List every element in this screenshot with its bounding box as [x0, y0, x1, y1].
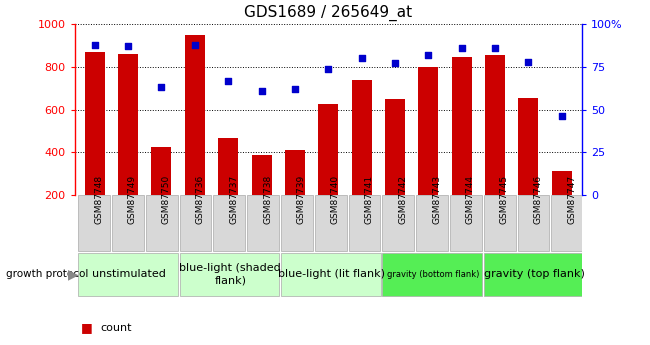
Point: [456, 45, 467, 51]
Bar: [84, 52, 105, 238]
Text: GSM87741: GSM87741: [365, 175, 373, 224]
Point: [356, 56, 367, 61]
Text: GSM87749: GSM87749: [128, 175, 136, 224]
Point: [190, 42, 200, 47]
Bar: [352, 80, 372, 238]
Text: GSM87747: GSM87747: [567, 175, 576, 224]
FancyBboxPatch shape: [146, 196, 177, 251]
FancyBboxPatch shape: [348, 196, 380, 251]
Title: GDS1689 / 265649_at: GDS1689 / 265649_at: [244, 5, 412, 21]
FancyBboxPatch shape: [281, 253, 381, 296]
Point: [423, 52, 434, 58]
FancyBboxPatch shape: [484, 196, 515, 251]
Text: blue-light (shaded
flank): blue-light (shaded flank): [179, 264, 281, 285]
FancyBboxPatch shape: [78, 196, 110, 251]
Text: GSM87743: GSM87743: [432, 175, 441, 224]
Bar: [285, 150, 305, 238]
Text: gravity (top flank): gravity (top flank): [484, 269, 585, 279]
Text: unstimulated: unstimulated: [92, 269, 166, 279]
Bar: [252, 156, 272, 238]
Text: GSM87739: GSM87739: [297, 175, 306, 224]
Point: [256, 88, 266, 93]
FancyBboxPatch shape: [213, 196, 245, 251]
FancyBboxPatch shape: [551, 196, 583, 251]
Point: [223, 78, 233, 83]
Point: [390, 61, 400, 66]
Text: GSM87746: GSM87746: [534, 175, 542, 224]
FancyBboxPatch shape: [450, 196, 482, 251]
Bar: [518, 98, 538, 238]
FancyBboxPatch shape: [382, 196, 414, 251]
Text: count: count: [101, 323, 132, 333]
Point: [90, 42, 100, 47]
Text: gravity (bottom flank): gravity (bottom flank): [387, 270, 479, 279]
Text: GSM87748: GSM87748: [94, 175, 103, 224]
Bar: [151, 147, 172, 238]
Point: [290, 86, 300, 92]
Bar: [118, 54, 138, 238]
Bar: [385, 99, 405, 238]
Text: GSM87738: GSM87738: [263, 175, 272, 224]
FancyBboxPatch shape: [281, 196, 313, 251]
Text: ■: ■: [81, 321, 93, 334]
Bar: [552, 171, 572, 238]
Text: growth protocol: growth protocol: [6, 269, 89, 279]
Point: [556, 114, 567, 119]
Point: [123, 43, 133, 49]
Bar: [218, 138, 238, 238]
Bar: [318, 104, 338, 238]
Point: [323, 66, 333, 71]
FancyBboxPatch shape: [517, 196, 549, 251]
Point: [490, 45, 501, 51]
FancyBboxPatch shape: [78, 253, 178, 296]
FancyBboxPatch shape: [112, 196, 144, 251]
FancyBboxPatch shape: [315, 196, 346, 251]
FancyBboxPatch shape: [179, 196, 211, 251]
Bar: [419, 67, 438, 238]
Text: GSM87750: GSM87750: [162, 175, 170, 224]
Text: GSM87745: GSM87745: [500, 175, 508, 224]
Point: [523, 59, 534, 65]
FancyBboxPatch shape: [484, 253, 584, 296]
Text: GSM87742: GSM87742: [398, 175, 407, 224]
FancyBboxPatch shape: [247, 196, 279, 251]
FancyBboxPatch shape: [179, 253, 280, 296]
FancyBboxPatch shape: [416, 196, 448, 251]
Text: blue-light (lit flank): blue-light (lit flank): [278, 269, 385, 279]
Text: GSM87737: GSM87737: [229, 175, 238, 224]
Bar: [185, 35, 205, 238]
Bar: [452, 57, 472, 238]
Text: ▶: ▶: [68, 267, 79, 281]
Text: GSM87740: GSM87740: [331, 175, 339, 224]
FancyBboxPatch shape: [382, 253, 482, 296]
Point: [156, 85, 166, 90]
Text: GSM87736: GSM87736: [196, 175, 204, 224]
Text: GSM87744: GSM87744: [466, 175, 474, 224]
Bar: [485, 55, 505, 238]
